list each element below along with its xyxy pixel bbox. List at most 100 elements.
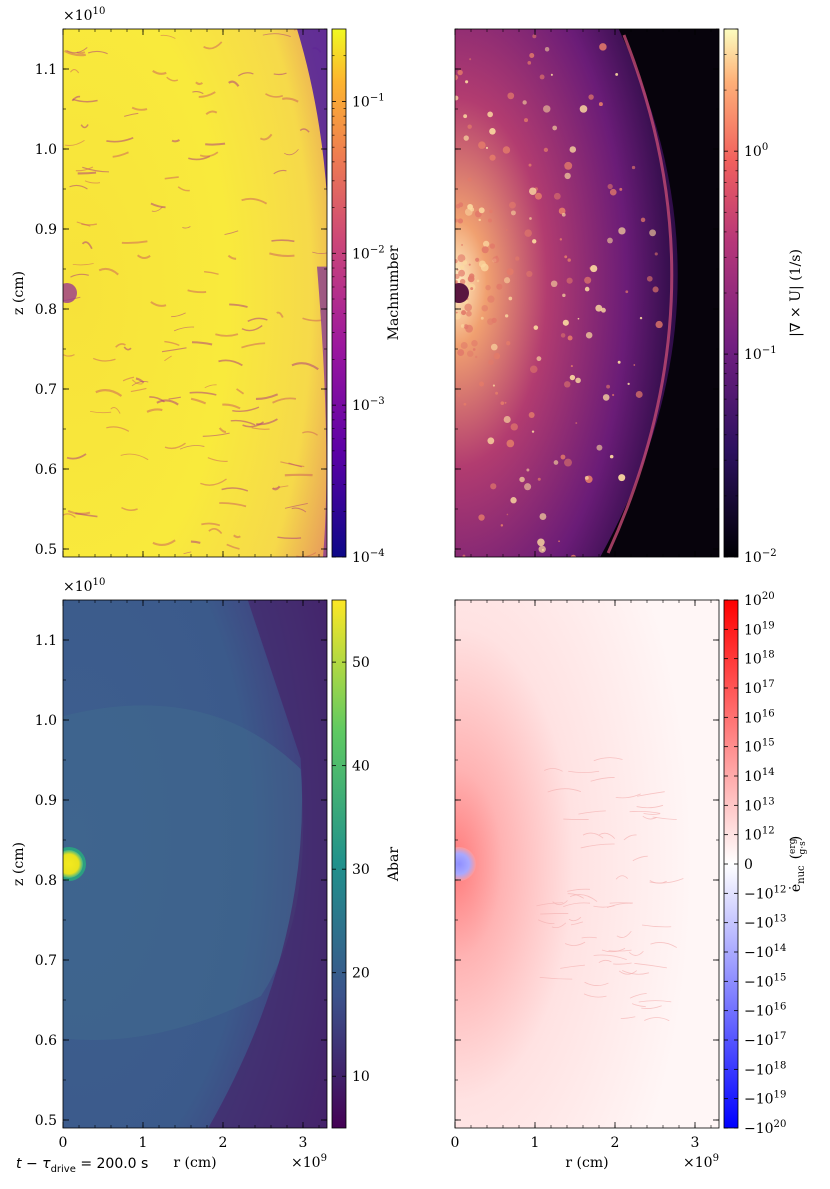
- mach-streak: [183, 551, 192, 555]
- vort-eddy: [559, 238, 563, 241]
- vort-eddy: [560, 454, 566, 460]
- enuc-filament: [634, 962, 667, 969]
- colorbar-tick-label: 1017: [744, 679, 775, 697]
- colorbar-tick-label-base: 20: [352, 966, 370, 982]
- heatmap-enuc: [455, 600, 719, 1128]
- vort-eddy: [526, 270, 533, 278]
- colorbar-tick-label: −1016: [744, 1002, 786, 1020]
- colorbar-tick-label: 10−2: [352, 244, 385, 262]
- vort-eddy: [478, 218, 481, 222]
- ytick-label: 0.8: [35, 302, 57, 318]
- mach-streak: [70, 273, 89, 278]
- mach-streak: [312, 251, 327, 254]
- vort-eddy: [467, 177, 472, 182]
- colorbar-tick-label-base: 10: [744, 828, 762, 844]
- colorbar-tick-label-exp: 15: [762, 738, 775, 749]
- abar-outer-envelope: [208, 600, 327, 1128]
- vort-eddy: [504, 401, 507, 404]
- mach-streak: [110, 407, 121, 414]
- mach-streak: [284, 502, 308, 509]
- vort-eddy: [531, 430, 535, 433]
- vort-eddy: [627, 382, 630, 385]
- mach-streak: [171, 312, 186, 318]
- colorbar-tick-label-base: 10: [352, 398, 370, 414]
- mach-streak: [227, 254, 237, 260]
- mach-streak: [182, 226, 191, 229]
- vort-eddy: [490, 343, 498, 351]
- vort-eddy: [455, 95, 459, 101]
- mach-streak: [201, 522, 221, 527]
- vort-eddy: [495, 391, 498, 395]
- enuc-filament: [632, 855, 648, 862]
- mach-streak: [82, 166, 110, 173]
- mach-streak: [173, 326, 195, 332]
- xtick-label: 0: [59, 1135, 68, 1151]
- enuc-filament: [563, 818, 589, 820]
- heatmap-field: [455, 600, 719, 1128]
- vort-eddy: [461, 310, 467, 316]
- mach-streak: [191, 341, 213, 346]
- mach-streak: [204, 271, 219, 275]
- enuc-filament: [544, 768, 563, 772]
- vort-eddy: [570, 554, 577, 557]
- ytick-label: 0.7: [35, 953, 57, 969]
- mach-streak: [64, 49, 86, 57]
- mach-streak: [95, 389, 123, 397]
- vort-eddy: [463, 135, 469, 141]
- mach-streak: [296, 552, 317, 557]
- mach-streak: [161, 347, 187, 353]
- colorbar-tick-label-base: 10: [744, 622, 762, 638]
- mach-streak: [121, 506, 138, 511]
- vort-eddy: [617, 360, 621, 364]
- mach-streak: [156, 399, 179, 406]
- colorbar-tick-label-exp: 18: [774, 1060, 787, 1071]
- enuc-filament: [540, 913, 569, 915]
- enuc-filament: [564, 941, 586, 946]
- y-offset-label: ×1010: [63, 6, 105, 24]
- vort-outer-shell: [600, 29, 719, 557]
- colorbar-tick-label-base: −10: [744, 974, 774, 990]
- ytick-label: 0.9: [35, 793, 57, 809]
- abar-mixed-region: [63, 705, 304, 1040]
- vort-eddy: [511, 19, 517, 25]
- colorbar-tick-label-base: 50: [352, 655, 370, 671]
- colorbar-tick-label: 1020: [744, 591, 775, 609]
- mach-streak: [272, 397, 297, 404]
- vort-eddy: [462, 554, 466, 557]
- colorbar-label: Machnumber: [386, 245, 402, 340]
- enuc-filament: [563, 902, 591, 907]
- colorbar-tick-label: 1014: [744, 767, 775, 785]
- vort-eddy: [512, 20, 515, 23]
- x-offset-label-exp: 9: [713, 1153, 719, 1164]
- vort-eddy: [501, 557, 507, 563]
- vort-eddy: [633, 364, 636, 366]
- enuc-filament: [620, 1016, 636, 1020]
- vort-eddy: [558, 540, 560, 543]
- vort-eddy: [543, 147, 549, 153]
- enuc-filament: [629, 811, 661, 814]
- vort-eddy: [458, 202, 464, 208]
- vort-eddy: [487, 111, 493, 118]
- colorbar-tick-label: 10: [352, 1069, 370, 1085]
- mach-streak: [164, 340, 180, 347]
- vort-eddy: [503, 415, 511, 424]
- vort-eddy: [515, 256, 520, 261]
- mach-streak: [236, 388, 245, 395]
- mach-streak: [160, 34, 176, 39]
- ytick-label: 0.9: [35, 222, 57, 238]
- colorbar-tick-label-exp: 20: [762, 591, 775, 602]
- colorbar-tick-label-base: 10: [744, 740, 762, 756]
- colorbar-tick-label: 10−1: [352, 92, 385, 110]
- mach-streak: [130, 387, 147, 393]
- vort-eddy: [654, 252, 658, 256]
- mach-streak: [200, 478, 227, 486]
- mach-streak: [179, 445, 205, 450]
- colorbar-tick-label: 10−4: [352, 548, 385, 566]
- enuc-filament: [536, 902, 564, 907]
- vort-eddy: [506, 229, 508, 231]
- vort-eddy: [618, 474, 626, 482]
- panel-top-right: [454, 19, 720, 563]
- vort-eddy: [478, 207, 485, 214]
- vort-eddy: [502, 146, 511, 154]
